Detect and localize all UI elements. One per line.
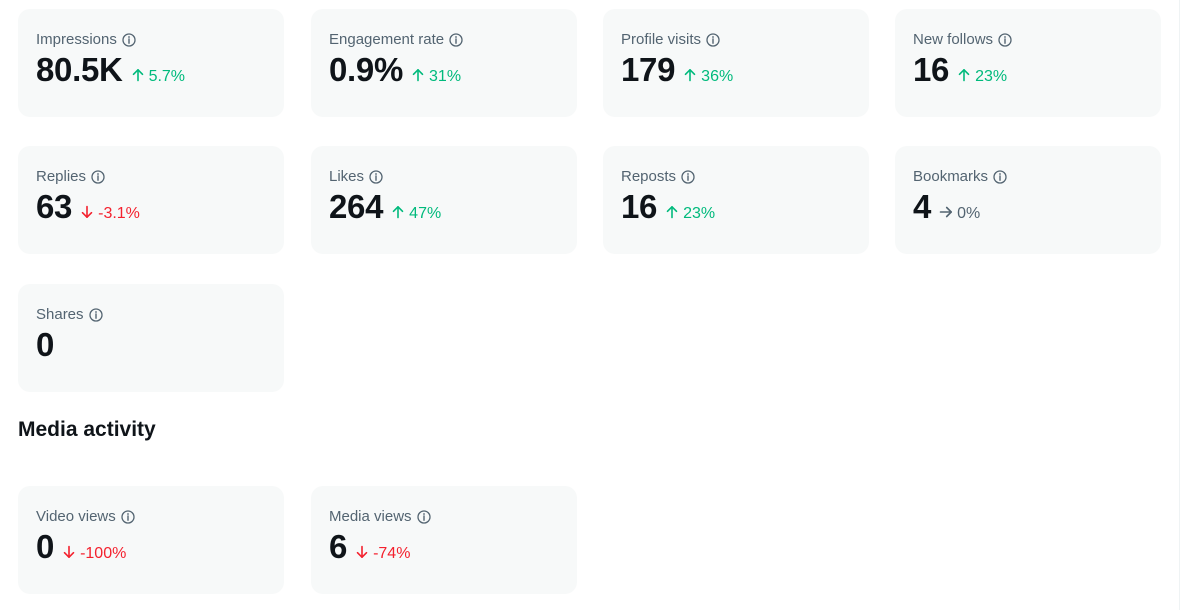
metric-label: Engagement rate [329, 31, 445, 48]
metric-value: 16 [913, 51, 950, 88]
metric-value: 0.9% [329, 51, 404, 88]
metric-label: Replies [36, 168, 87, 185]
metric-card-media-views[interactable]: Media views 6 -74% [311, 486, 577, 594]
metric-card-reposts[interactable]: Reposts 16 23% [603, 146, 869, 254]
scroll-edge [1179, 0, 1192, 610]
metric-value: 0 [36, 528, 55, 565]
arrow-up-icon [391, 205, 405, 219]
arrow-up-icon [683, 68, 697, 82]
metric-change: -74% [355, 544, 410, 563]
metric-change: -3.1% [80, 204, 140, 223]
info-icon[interactable] [121, 509, 135, 524]
metric-change: -100% [62, 544, 126, 563]
section-title-media-activity: Media activity [18, 418, 156, 441]
metric-card-impressions[interactable]: Impressions 80.5K 5.7% [18, 9, 284, 117]
info-icon[interactable] [681, 169, 695, 184]
metric-value: 6 [329, 528, 348, 565]
metric-label: Media views [329, 508, 412, 525]
metric-value: 179 [621, 51, 676, 88]
info-icon[interactable] [122, 32, 136, 47]
arrow-up-icon [957, 68, 971, 82]
metric-label: Shares [36, 306, 84, 323]
info-icon[interactable] [998, 32, 1012, 47]
arrow-down-icon [355, 545, 369, 559]
metric-label: Profile visits [621, 31, 702, 48]
metric-change: 0% [939, 204, 980, 223]
arrow-right-icon [939, 205, 953, 219]
metric-card-engagement-rate[interactable]: Engagement rate 0.9% 31% [311, 9, 577, 117]
metric-card-shares[interactable]: Shares 0 [18, 284, 284, 392]
info-icon[interactable] [88, 307, 103, 322]
metric-card-new-follows[interactable]: New follows 16 23% [895, 9, 1161, 117]
info-icon[interactable] [706, 32, 720, 47]
metric-change: 36% [683, 67, 733, 86]
metric-card-replies[interactable]: Replies 63 -3.1% [18, 146, 284, 254]
metric-card-profile-visits[interactable]: Profile visits 179 36% [603, 9, 869, 117]
info-icon[interactable] [993, 169, 1007, 184]
info-icon[interactable] [369, 169, 383, 184]
metric-label: New follows [913, 31, 994, 48]
arrow-down-icon [80, 205, 94, 219]
metric-value: 4 [913, 188, 932, 225]
metric-label: Bookmarks [913, 168, 989, 185]
info-icon[interactable] [91, 169, 105, 184]
metric-value: 63 [36, 188, 73, 225]
metric-card-bookmarks[interactable]: Bookmarks 4 0% [895, 146, 1161, 254]
metric-card-likes[interactable]: Likes 264 47% [311, 146, 577, 254]
metric-card-video-views[interactable]: Video views 0 -100% [18, 486, 284, 594]
metric-label: Likes [329, 168, 365, 185]
arrow-down-icon [62, 545, 76, 559]
metric-change: 5.7% [131, 67, 185, 86]
arrow-up-icon [131, 68, 145, 82]
metric-label: Video views [36, 508, 116, 525]
metric-change: 47% [391, 204, 441, 223]
metric-value: 0 [36, 326, 55, 363]
metric-value: 16 [621, 188, 658, 225]
metric-label: Reposts [621, 168, 677, 185]
info-icon[interactable] [449, 32, 463, 47]
info-icon[interactable] [416, 509, 431, 524]
metric-change: 23% [957, 67, 1007, 86]
metric-value: 264 [329, 188, 384, 225]
metric-label: Impressions [36, 31, 117, 48]
arrow-up-icon [665, 205, 679, 219]
arrow-up-icon [411, 68, 425, 82]
metric-change: 23% [665, 204, 715, 223]
metric-value: 80.5K [36, 51, 123, 88]
metric-change: 31% [411, 67, 461, 86]
